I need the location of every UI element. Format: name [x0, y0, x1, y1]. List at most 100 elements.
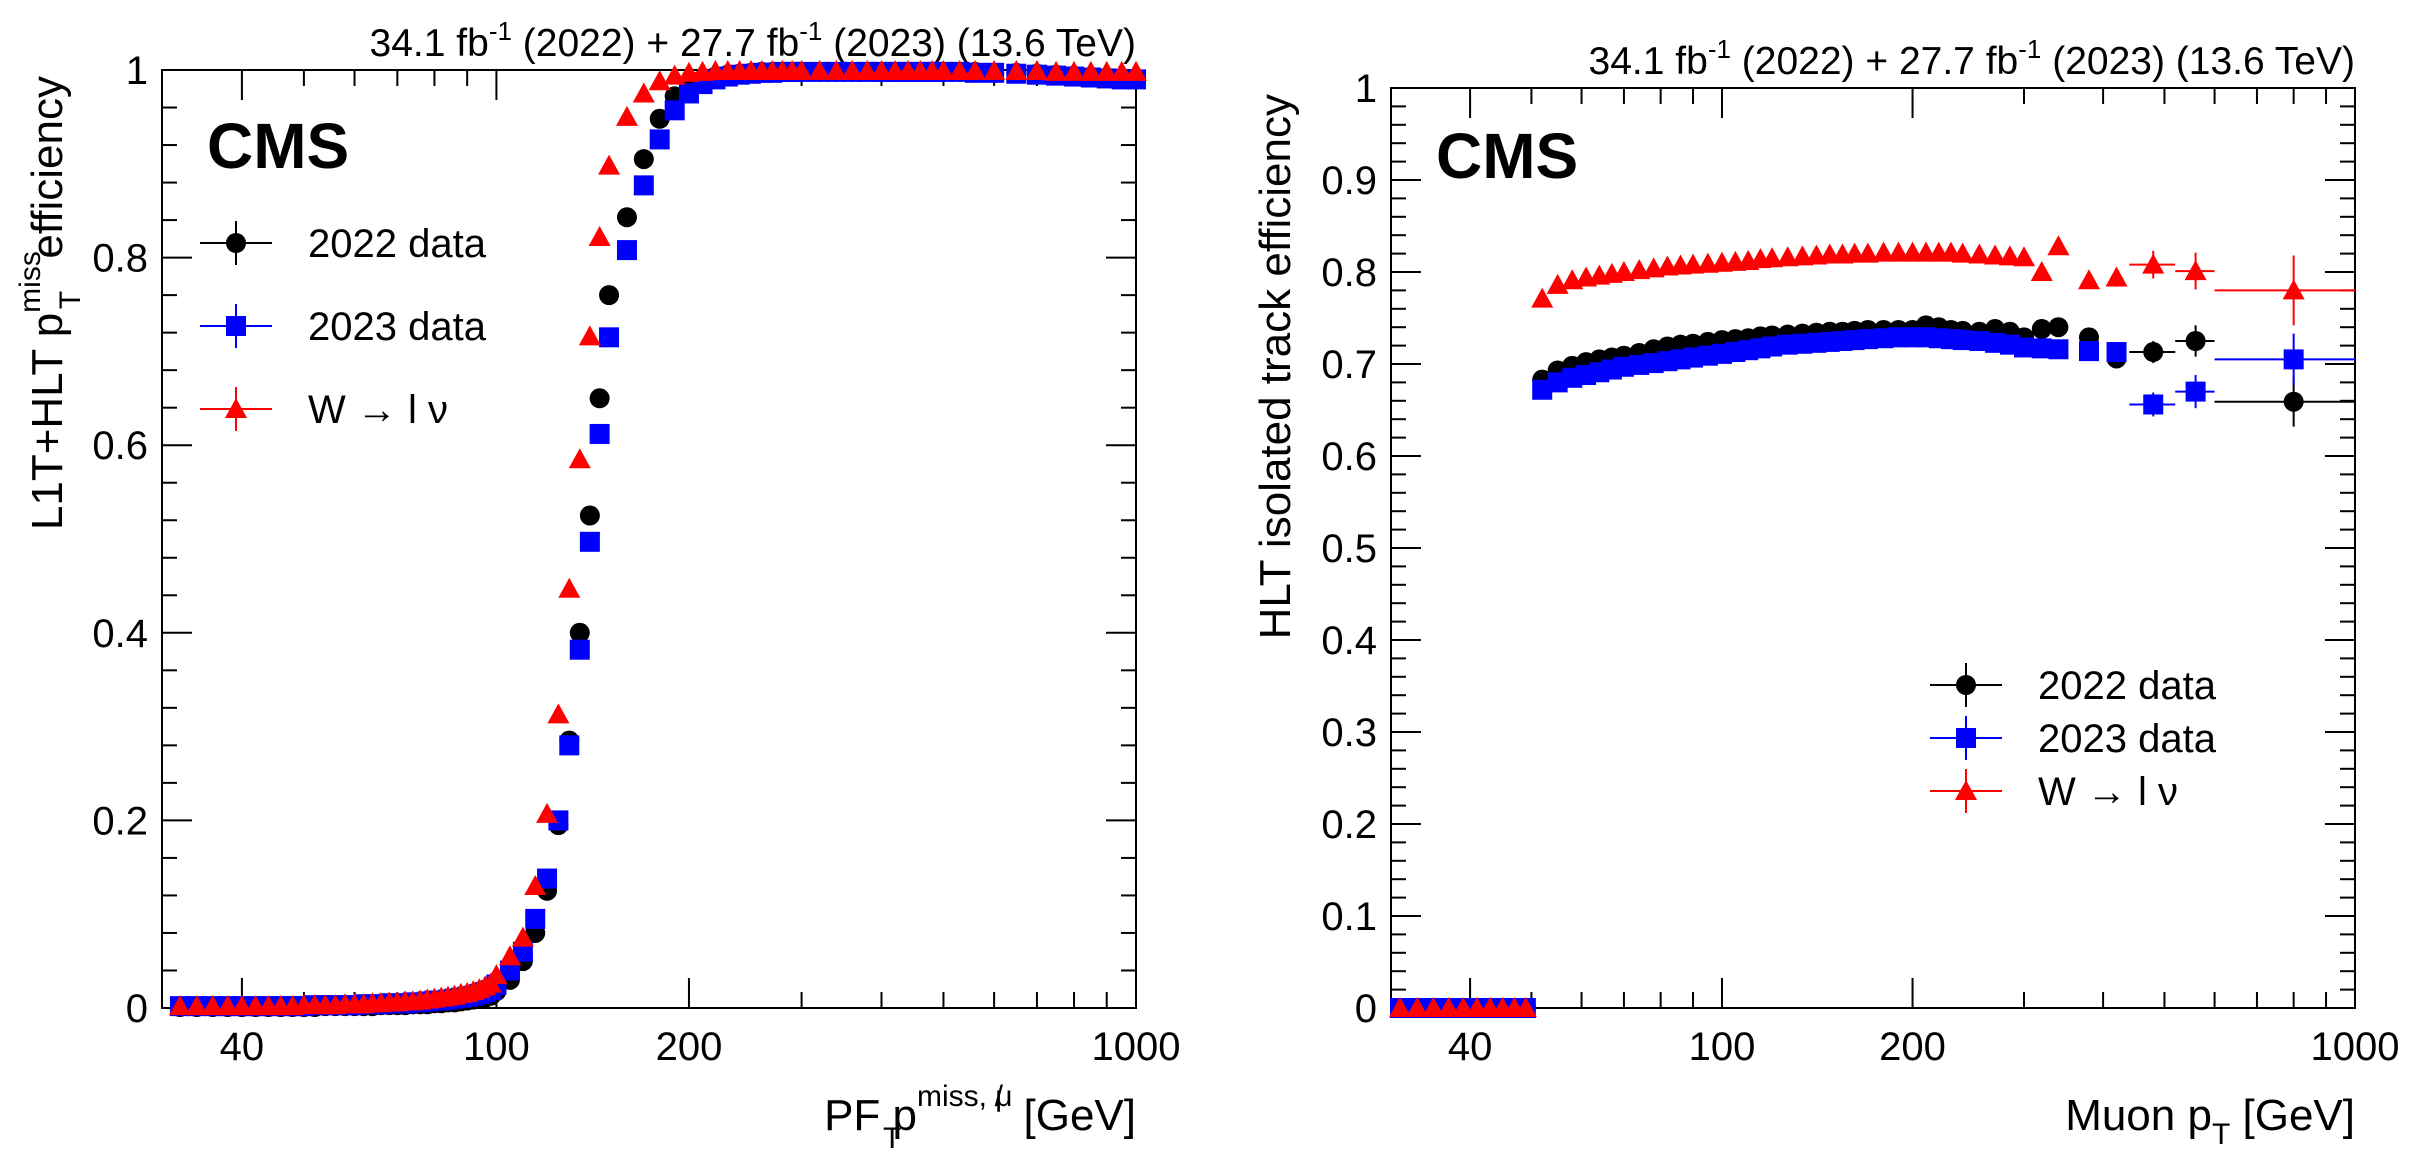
lumi-part-a: 34.1 fb	[370, 22, 489, 65]
data-point	[1872, 241, 1895, 262]
data-point	[932, 59, 955, 80]
y-tick-label: 0	[126, 987, 148, 1031]
x-tick-label: 200	[656, 1025, 723, 1069]
data-point	[547, 703, 570, 724]
legend-label: W → l ν	[308, 388, 448, 432]
data-point	[1437, 997, 1460, 1017]
lumi-label: 34.1 fb-1 (2022) + 27.7 fb-1 (2023) (13.…	[370, 16, 1136, 65]
x-axis-label-sub: T	[883, 1122, 901, 1155]
plot-frame	[161, 69, 1137, 1009]
y-axis-label-main: HLT isolated track efficiency	[1251, 94, 1300, 639]
data-point	[588, 225, 611, 246]
data-point	[2143, 342, 2164, 363]
data-point	[1612, 261, 1635, 281]
data-point	[948, 59, 971, 80]
data-point	[1079, 60, 1102, 81]
y-tick-label: 0.7	[1321, 343, 1377, 387]
data-point	[2077, 269, 2100, 290]
y-tick-label: 0.5	[1321, 527, 1377, 571]
x-tick-label: 100	[463, 1025, 530, 1069]
data-point	[2143, 394, 2164, 415]
y-tick-label: 0.2	[1321, 803, 1377, 847]
data-point	[2283, 349, 2304, 370]
data-point	[578, 325, 601, 346]
data-point	[616, 207, 637, 228]
data-point	[1952, 330, 1973, 351]
data-point	[649, 108, 670, 129]
y-tick-label: 0	[1355, 987, 1377, 1031]
data-point	[2047, 235, 2070, 256]
y-axis-label-sub: T	[54, 291, 87, 309]
x-axis-label: PF pmiss, μ/ T [GeV]	[824, 1080, 1136, 1155]
lumi-sup-b: -1	[799, 16, 822, 46]
data-point	[579, 531, 600, 552]
x-axis-label-tail: [GeV]	[2230, 1091, 2355, 1140]
data-point	[649, 129, 670, 150]
data-point	[664, 100, 685, 121]
data-point	[524, 875, 547, 896]
data-point	[2031, 338, 2052, 359]
x-tick-label: 40	[220, 1025, 265, 1069]
data-point	[1389, 997, 1412, 1017]
data-point	[1005, 59, 1028, 80]
data-point	[525, 908, 546, 929]
data-point	[1045, 60, 1068, 81]
data-point	[498, 945, 521, 966]
data-point	[2105, 266, 2128, 287]
y-tick-label: 1	[126, 49, 148, 93]
lumi-part-b: (2022) + 27.7 fb	[512, 22, 799, 65]
legend-marker	[1955, 780, 1977, 800]
y-tick-label: 1	[1355, 67, 1377, 111]
data-point	[168, 995, 191, 1016]
x-tick-label: 200	[1879, 1025, 1946, 1069]
series-circle	[169, 61, 1146, 1018]
series-triangle	[168, 59, 1147, 1016]
data-point	[1776, 246, 1799, 267]
y-tick-label: 0.8	[1321, 251, 1377, 295]
data-point	[1406, 997, 1429, 1017]
legend-label: 2023 data	[308, 305, 487, 349]
data-point	[983, 59, 1006, 80]
data-point	[2014, 337, 2035, 358]
data-point	[589, 423, 610, 444]
data-point	[1682, 253, 1705, 274]
right-efficiency-panel: 40 100 200 1000 0 0.1 0.2 0.3 0.4 0.5 0.6 0.7 0.8 0.9…	[1251, 34, 2399, 1151]
data-point	[569, 622, 590, 643]
y-axis-label: HLT isolated track efficiency	[1251, 94, 1300, 639]
data-point	[2282, 279, 2305, 300]
legend-label: W → l ν	[2038, 770, 2178, 814]
y-tick-label: 0.4	[1321, 619, 1377, 663]
data-point	[579, 505, 600, 526]
data-point	[2030, 261, 2053, 281]
data-point	[1514, 997, 1537, 1017]
data-point	[632, 82, 655, 103]
data-point	[648, 70, 671, 91]
data-point	[1125, 60, 1147, 81]
data-point	[589, 388, 610, 409]
data-point	[216, 995, 239, 1016]
data-point	[1856, 242, 1879, 263]
y-tick-label: 0.1	[1321, 895, 1377, 939]
x-axis-label-sub: T	[2212, 1118, 2230, 1151]
data-point	[825, 59, 848, 80]
data-point	[1025, 59, 1048, 80]
data-point	[2013, 246, 2036, 267]
data-point	[1422, 997, 1445, 1017]
data-point	[1998, 245, 2021, 266]
data-point	[1984, 244, 2007, 265]
lumi-label: 34.1 fb-1 (2022) + 27.7 fb-1 (2023) (13.…	[1589, 34, 2355, 83]
data-point	[1095, 60, 1118, 81]
legend-marker	[1956, 675, 1976, 695]
x-axis-label-tail: [GeV]	[1011, 1091, 1136, 1140]
x-axis-label-main: Muon p	[2065, 1091, 2212, 1140]
data-point	[963, 59, 986, 80]
x-axis-label: Muon pT [GeV]	[2065, 1091, 2355, 1151]
data-point	[511, 926, 534, 947]
y-tick-label: 0.4	[92, 612, 148, 656]
data-point	[1951, 242, 1974, 263]
data-point	[1110, 60, 1133, 81]
data-point	[485, 964, 508, 985]
y-axis-label-sup: miss	[14, 251, 47, 313]
y-tick-label: 0.3	[1321, 711, 1377, 755]
